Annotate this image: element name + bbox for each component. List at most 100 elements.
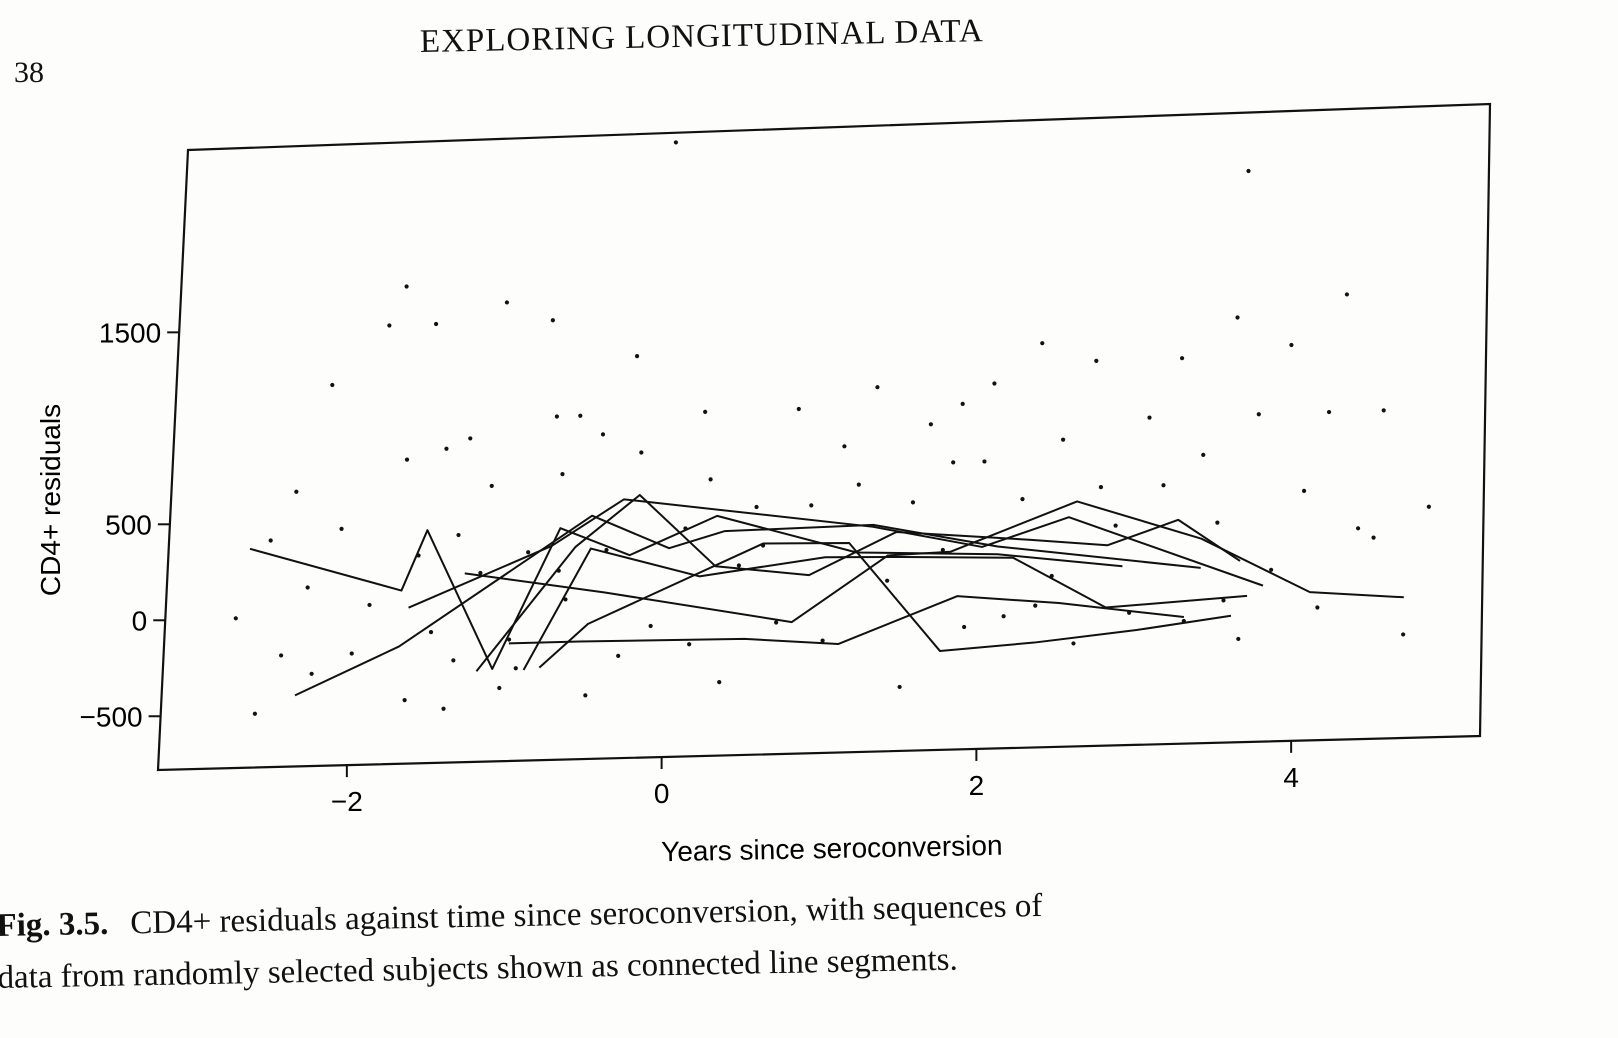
scatter-point [1071, 641, 1076, 646]
scatter-point [550, 318, 555, 323]
caption-label: Fig. 3.5. [0, 905, 109, 944]
y-tick-label: 0 [132, 605, 148, 636]
scatter-point [856, 482, 861, 487]
x-tick-label: −2 [331, 786, 363, 817]
scatter-point [294, 489, 299, 494]
scatter-point [992, 381, 997, 386]
scatter-point [1344, 292, 1350, 297]
caption-text-line-1: CD4+ residuals against time since seroco… [129, 887, 1043, 942]
x-axis-label: Years since seroconversion [661, 830, 1003, 868]
scatter-point [1061, 437, 1066, 442]
scatter-point [1289, 342, 1294, 348]
scatter-point [754, 504, 759, 510]
scatter-point [897, 684, 902, 690]
scatter-point [1040, 341, 1045, 346]
scatter-point [875, 385, 880, 390]
scatter-point [703, 409, 708, 414]
scatter-point [1094, 358, 1099, 363]
scatter-point [1020, 497, 1025, 502]
scatter-point [1315, 605, 1320, 610]
scatter-point [1236, 636, 1241, 642]
scatter-point [444, 446, 449, 451]
scatter-point [1161, 483, 1166, 488]
scatter-point [451, 658, 456, 663]
scatter-point [1201, 452, 1206, 457]
scatter-point [497, 685, 502, 691]
scatter-point [305, 585, 310, 590]
subject-sequence-line [408, 498, 1264, 609]
scatter-point [583, 693, 588, 698]
scatter-point [774, 620, 779, 625]
scatter-point [962, 624, 967, 630]
subject-sequence-line [464, 500, 1404, 624]
scatter-point [885, 578, 890, 583]
scatter-point [279, 653, 284, 658]
scatter-point [1235, 315, 1240, 320]
scatter-point [1401, 632, 1406, 637]
scatter-point [339, 526, 344, 531]
scatter-point [1269, 567, 1274, 572]
scatter-point [560, 472, 565, 477]
subject-sequence-line [522, 547, 1248, 671]
scatter-point [796, 406, 801, 412]
y-tick-label: −500 [80, 701, 143, 732]
x-tick-label: 4 [1283, 762, 1299, 793]
scatter-point [330, 382, 335, 388]
scatter-point [1355, 526, 1361, 531]
scatter-point [960, 401, 965, 407]
scatter-point [820, 638, 825, 643]
scatter-point [404, 284, 409, 289]
y-tick-label: 1500 [99, 317, 161, 348]
scatter-point [1147, 415, 1152, 420]
scatter-point [252, 711, 258, 716]
scatter-point [1221, 598, 1226, 603]
scatter-point [554, 414, 560, 419]
scatter-point [468, 436, 473, 441]
scatter-point [616, 653, 621, 658]
subject-sequence-line [294, 514, 1201, 697]
scatter-point [809, 503, 814, 508]
scatter-point [489, 483, 494, 489]
scatter-point [1426, 504, 1431, 509]
subject-sequence-line [538, 542, 1232, 669]
scatter-point [233, 616, 238, 621]
scatter-point [951, 460, 956, 465]
scatter-point [673, 140, 679, 145]
scatter-point [1098, 485, 1104, 490]
scatter-point [526, 550, 531, 555]
scatter-point [404, 457, 410, 462]
scatter-point [578, 413, 583, 418]
scatter-point [367, 602, 372, 608]
scatter-point [982, 459, 987, 464]
scatter-point [1371, 535, 1376, 540]
scatter-point [1246, 168, 1251, 174]
scatter-point [563, 597, 568, 602]
scatter-point [402, 698, 407, 703]
scatter-point [708, 477, 713, 482]
scatter-point [478, 570, 483, 576]
scatter-point [604, 547, 609, 553]
scatter-point [940, 547, 945, 553]
scatter-point [1001, 614, 1006, 619]
scatter-point [513, 666, 518, 671]
scatter-point [1381, 408, 1386, 413]
subject-sequence-line [475, 494, 1241, 672]
scatter-point [634, 353, 640, 359]
scatter-points [233, 140, 1431, 716]
subject-sequences [249, 494, 1404, 697]
scatter-point [736, 563, 742, 568]
subject-sequence-line [508, 595, 1185, 646]
scatter-point [1033, 603, 1038, 608]
scatter-point [1256, 412, 1261, 417]
scatter-point [600, 432, 606, 437]
scatter-point [1113, 523, 1118, 528]
scatter-point [349, 651, 354, 656]
scatter-point [428, 629, 434, 635]
scatter-point [648, 623, 653, 629]
scatter-point [717, 679, 722, 685]
scatter-point [387, 323, 392, 328]
x-tick-label: 2 [969, 770, 985, 801]
scatter-point [456, 532, 461, 538]
scatter-point [842, 444, 847, 449]
